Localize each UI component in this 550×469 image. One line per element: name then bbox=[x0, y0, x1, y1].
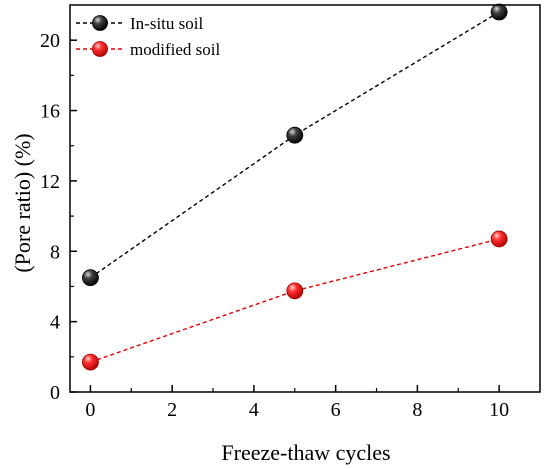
x-tick-label-8: 8 bbox=[412, 399, 422, 421]
data-point-0-0 bbox=[82, 269, 99, 287]
legend-marker-0 bbox=[92, 15, 108, 31]
data-point-0-2 bbox=[490, 3, 508, 21]
legend-label-1: modified soil bbox=[130, 40, 220, 59]
y-tick-label-4: 4 bbox=[50, 312, 60, 334]
series-line-1 bbox=[90, 238, 500, 363]
data-point-1-0 bbox=[82, 353, 99, 371]
legend-marker-1 bbox=[92, 41, 108, 57]
x-axis-title: Freeze-thaw cycles bbox=[221, 440, 390, 465]
data-point-0-1 bbox=[286, 126, 304, 144]
x-tick-label-2: 2 bbox=[167, 399, 177, 421]
data-point-1-1 bbox=[286, 282, 304, 300]
y-tick-label-16: 16 bbox=[40, 101, 60, 123]
legend-label-0: In-situ soil bbox=[130, 14, 203, 33]
y-tick-label-20: 20 bbox=[40, 30, 60, 52]
x-tick-label-6: 6 bbox=[331, 399, 341, 421]
plot-layer bbox=[82, 3, 508, 371]
y-tick-label-8: 8 bbox=[50, 241, 60, 263]
y-axis-title: (Pore ratio) (%) bbox=[10, 133, 35, 272]
axes-layer: 0 2 4 6 8 10 0 4 8 12 16 20 bbox=[40, 4, 541, 421]
data-point-1-2 bbox=[490, 230, 508, 248]
series-line-0 bbox=[90, 11, 500, 279]
x-tick-label-10: 10 bbox=[489, 399, 509, 421]
y-tick-label-12: 12 bbox=[40, 171, 60, 193]
plot-frame bbox=[69, 4, 541, 393]
x-tick-label-0: 0 bbox=[85, 399, 95, 421]
x-tick-label-4: 4 bbox=[249, 399, 259, 421]
legend: In-situ soil modified soil bbox=[76, 14, 220, 59]
y-tick-label-0: 0 bbox=[50, 382, 60, 404]
